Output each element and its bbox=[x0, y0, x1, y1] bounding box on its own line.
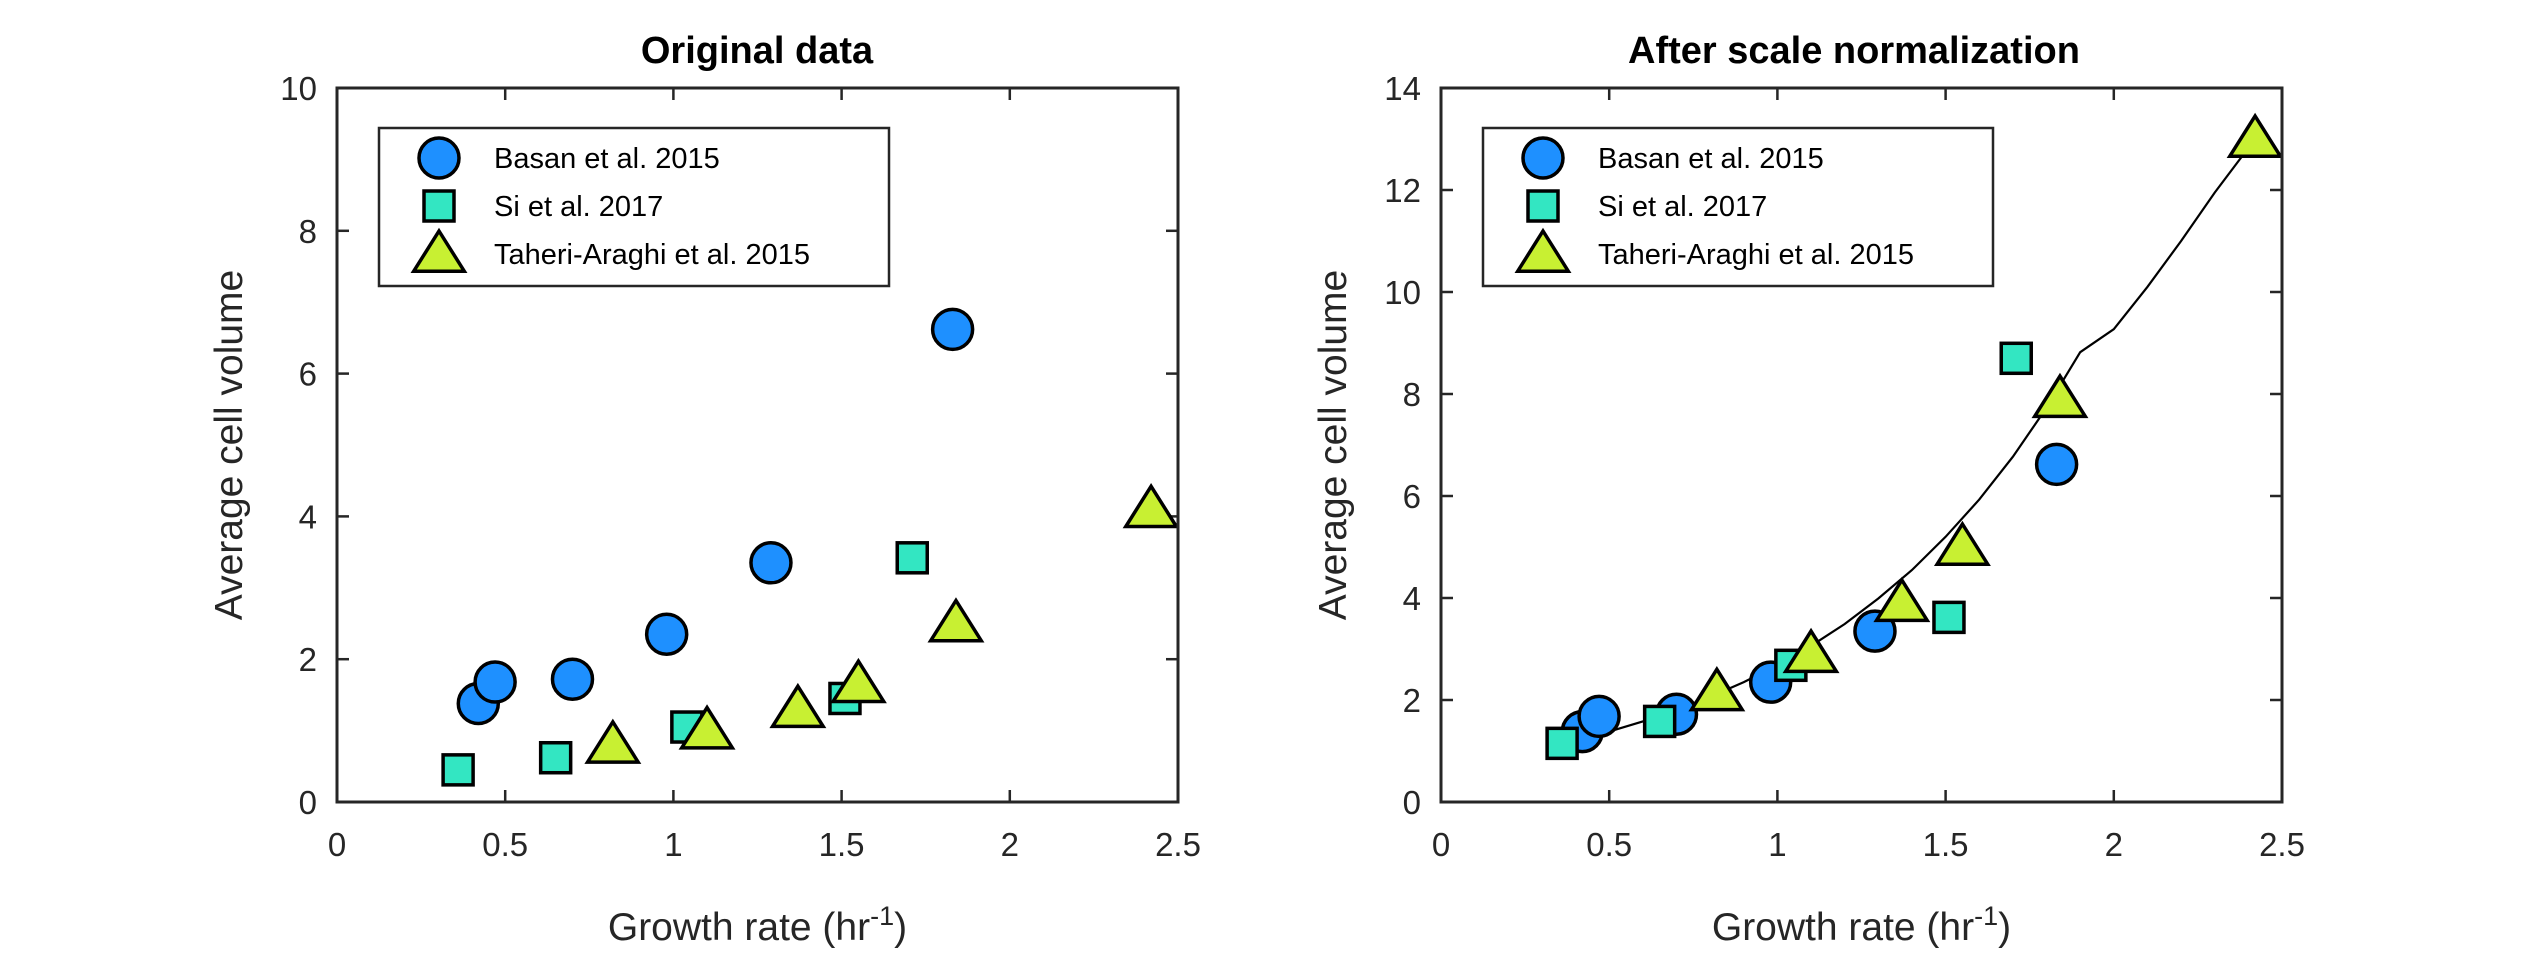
circle-data-point bbox=[2034, 442, 2079, 487]
triangle-data-point bbox=[1873, 576, 1931, 623]
y-tick-label: 6 bbox=[1403, 478, 1421, 515]
legend-triangle-swatch bbox=[410, 227, 468, 273]
legend-box bbox=[1481, 126, 1995, 288]
legend-entry-label: Si et al. 2017 bbox=[494, 191, 663, 223]
legend-entry-label: Basan et al. 2015 bbox=[494, 143, 720, 175]
y-tick-label: 8 bbox=[299, 213, 317, 250]
plot-area: 0 0.5 1 1.5 2 2.5 0 2 4 6 8 10 12 14 Basan et al. 2015… bbox=[1384, 70, 2305, 863]
circle-data-point bbox=[749, 541, 793, 585]
legend-entry-label: Taheri-Araghi et al. 2015 bbox=[494, 239, 810, 271]
circle-data-point bbox=[1577, 694, 1621, 739]
square-data-point bbox=[441, 753, 475, 787]
x-tick-label: 0.5 bbox=[482, 826, 528, 863]
triangle-data-point bbox=[1688, 666, 1746, 712]
x-axis-label-close: ) bbox=[1998, 906, 2011, 949]
y-tick-label: 10 bbox=[280, 70, 317, 107]
circle-data-point bbox=[473, 660, 517, 704]
square-data-point bbox=[1932, 600, 1966, 635]
chart-original-data: Original data Average cell volume Growth… bbox=[208, 30, 1201, 949]
legend-entry-label: Si et al. 2017 bbox=[1598, 191, 1767, 223]
y-axis-label: Average cell volume bbox=[1312, 270, 1355, 620]
x-axis-label-main: Growth rate (hr bbox=[1712, 906, 1974, 949]
plot-area: 0 0.5 1 1.5 2 2.5 0 2 4 6 8 10 Basan et al. 2015 Si e… bbox=[280, 70, 1201, 863]
chart-after-scale-normalization: After scale normalization Average cell v… bbox=[1312, 30, 2305, 949]
y-tick-label: 12 bbox=[1384, 172, 1421, 209]
legend-square-swatch bbox=[1526, 189, 1560, 223]
square-data-point bbox=[538, 740, 573, 775]
triangle-data-point bbox=[1782, 627, 1840, 674]
x-tick-label: 1 bbox=[1768, 826, 1786, 863]
x-tick-label: 1.5 bbox=[819, 826, 865, 863]
axes-frame bbox=[1439, 86, 2284, 804]
y-tick-label: 14 bbox=[1384, 70, 1421, 107]
x-tick-label: 2 bbox=[2105, 826, 2123, 863]
triangle-data-point bbox=[2226, 112, 2284, 158]
x-axis-label: Growth rate (hr-1) bbox=[608, 901, 907, 949]
triangle-data-point bbox=[927, 597, 985, 643]
legend-box bbox=[377, 126, 891, 288]
x-tick-label: 2 bbox=[1001, 826, 1019, 863]
x-tick-label: 2.5 bbox=[2259, 826, 2305, 863]
triangle-data-point bbox=[1933, 520, 1991, 566]
y-tick-label: 8 bbox=[1403, 376, 1421, 413]
legend: Basan et al. 2015 Si et al. 2017 Taheri-Ar… bbox=[377, 126, 891, 288]
y-tick-label: 2 bbox=[299, 641, 317, 678]
triangle-data-point bbox=[2031, 372, 2089, 419]
circle-data-point bbox=[644, 612, 689, 656]
chart-title: Original data bbox=[641, 30, 874, 72]
x-tick-label: 2.5 bbox=[1155, 826, 1201, 863]
x-tick-label: 1.5 bbox=[1923, 826, 1969, 863]
square-data-point bbox=[1642, 704, 1677, 739]
y-tick-label: 0 bbox=[299, 784, 317, 821]
legend-square-swatch bbox=[422, 189, 456, 223]
x-axis-label: Growth rate (hr-1) bbox=[1712, 901, 2011, 949]
triangle-data-point bbox=[678, 704, 736, 750]
x-axis-label-close: ) bbox=[894, 906, 907, 949]
legend-triangle-swatch bbox=[1514, 227, 1572, 273]
y-axis-label-group: Average cell volume bbox=[208, 270, 251, 620]
x-axis-label-exponent: -1 bbox=[1974, 901, 1998, 931]
axes-frame bbox=[335, 86, 1180, 804]
y-axis-label-group: Average cell volume bbox=[1312, 270, 1355, 620]
legend-entry-label: Taheri-Araghi et al. 2015 bbox=[1598, 239, 1914, 271]
y-tick-label: 4 bbox=[1403, 580, 1421, 617]
circle-data-point bbox=[930, 307, 975, 352]
x-axis-label-main: Growth rate (hr bbox=[608, 906, 870, 949]
y-tick-label: 0 bbox=[1403, 784, 1421, 821]
x-tick-label: 0 bbox=[328, 826, 346, 863]
y-axis-label: Average cell volume bbox=[208, 270, 251, 620]
x-tick-label: 0.5 bbox=[1586, 826, 1632, 863]
x-axis-label-exponent: -1 bbox=[870, 901, 894, 931]
triangle-data-point bbox=[1122, 482, 1180, 529]
square-data-point bbox=[895, 541, 929, 575]
square-data-point bbox=[1999, 341, 2033, 376]
y-tick-label: 4 bbox=[299, 498, 317, 535]
triangle-data-point bbox=[584, 718, 642, 764]
circle-data-point bbox=[550, 657, 595, 701]
square-data-point bbox=[1545, 726, 1579, 761]
triangle-data-point bbox=[829, 657, 887, 704]
y-tick-label: 2 bbox=[1403, 682, 1421, 719]
y-tick-label: 10 bbox=[1384, 274, 1421, 311]
chart-title: After scale normalization bbox=[1628, 30, 2080, 72]
legend: Basan et al. 2015 Si et al. 2017 Taheri-Ar… bbox=[1481, 126, 1995, 288]
legend-entry-label: Basan et al. 2015 bbox=[1598, 143, 1824, 175]
legend-circle-swatch bbox=[417, 136, 461, 180]
x-tick-label: 1 bbox=[664, 826, 682, 863]
triangle-data-point bbox=[769, 682, 827, 729]
x-tick-label: 0 bbox=[1432, 826, 1450, 863]
y-tick-label: 6 bbox=[299, 356, 317, 393]
legend-circle-swatch bbox=[1521, 136, 1565, 180]
